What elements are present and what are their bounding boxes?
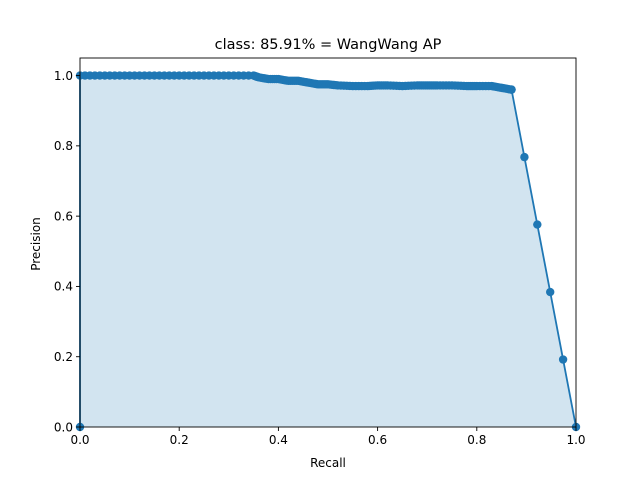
y-tick-label: 0.6 — [54, 209, 73, 223]
x-axis-label: Recall — [310, 456, 346, 470]
axes-frame — [79, 57, 577, 428]
pr-point-dense — [345, 81, 355, 91]
axes: 0.0 0.2 0.4 0.6 0.8 1.0 0.0 0.2 0.4 0.6 0.8 1.0 — [54, 57, 586, 447]
pr-point-dense — [95, 71, 105, 80]
x-tick-label: 0.8 — [467, 433, 486, 447]
pr-point-dense — [145, 71, 154, 80]
y-tick-label: 0.4 — [54, 280, 73, 294]
y-tick-label: 1.0 — [54, 69, 73, 83]
pr-point-dense — [219, 71, 229, 80]
y-tick-label: 0.2 — [54, 350, 73, 364]
pr-point-dense — [520, 152, 529, 162]
y-tick-label: 0.8 — [54, 139, 73, 153]
pr-point-dense — [170, 71, 179, 80]
pr-point-dense — [546, 287, 555, 297]
x-tick-label: 1.0 — [566, 433, 585, 447]
chart-title: class: 85.91% = WangWang AP — [215, 37, 442, 53]
y-axis-label: Precision — [29, 217, 43, 271]
y-tick-label: 0.0 — [54, 420, 73, 434]
pr-point-dense — [505, 85, 514, 94]
pr-point-dense — [120, 71, 129, 80]
x-tick-label: 0.0 — [70, 433, 89, 447]
pr-point-dense — [395, 81, 404, 91]
pr-point-dense — [558, 355, 568, 364]
pr-point-dense — [533, 220, 542, 229]
x-tick-label: 0.2 — [170, 433, 189, 447]
pr-point-dense — [194, 71, 204, 80]
pr-point-dense — [444, 81, 454, 90]
plot-area — [75, 71, 581, 432]
x-tick-label: 0.4 — [269, 433, 288, 447]
x-tick-label: 0.6 — [368, 433, 387, 447]
pr-area-fill — [80, 75, 576, 427]
pr-point-dense — [244, 71, 253, 80]
